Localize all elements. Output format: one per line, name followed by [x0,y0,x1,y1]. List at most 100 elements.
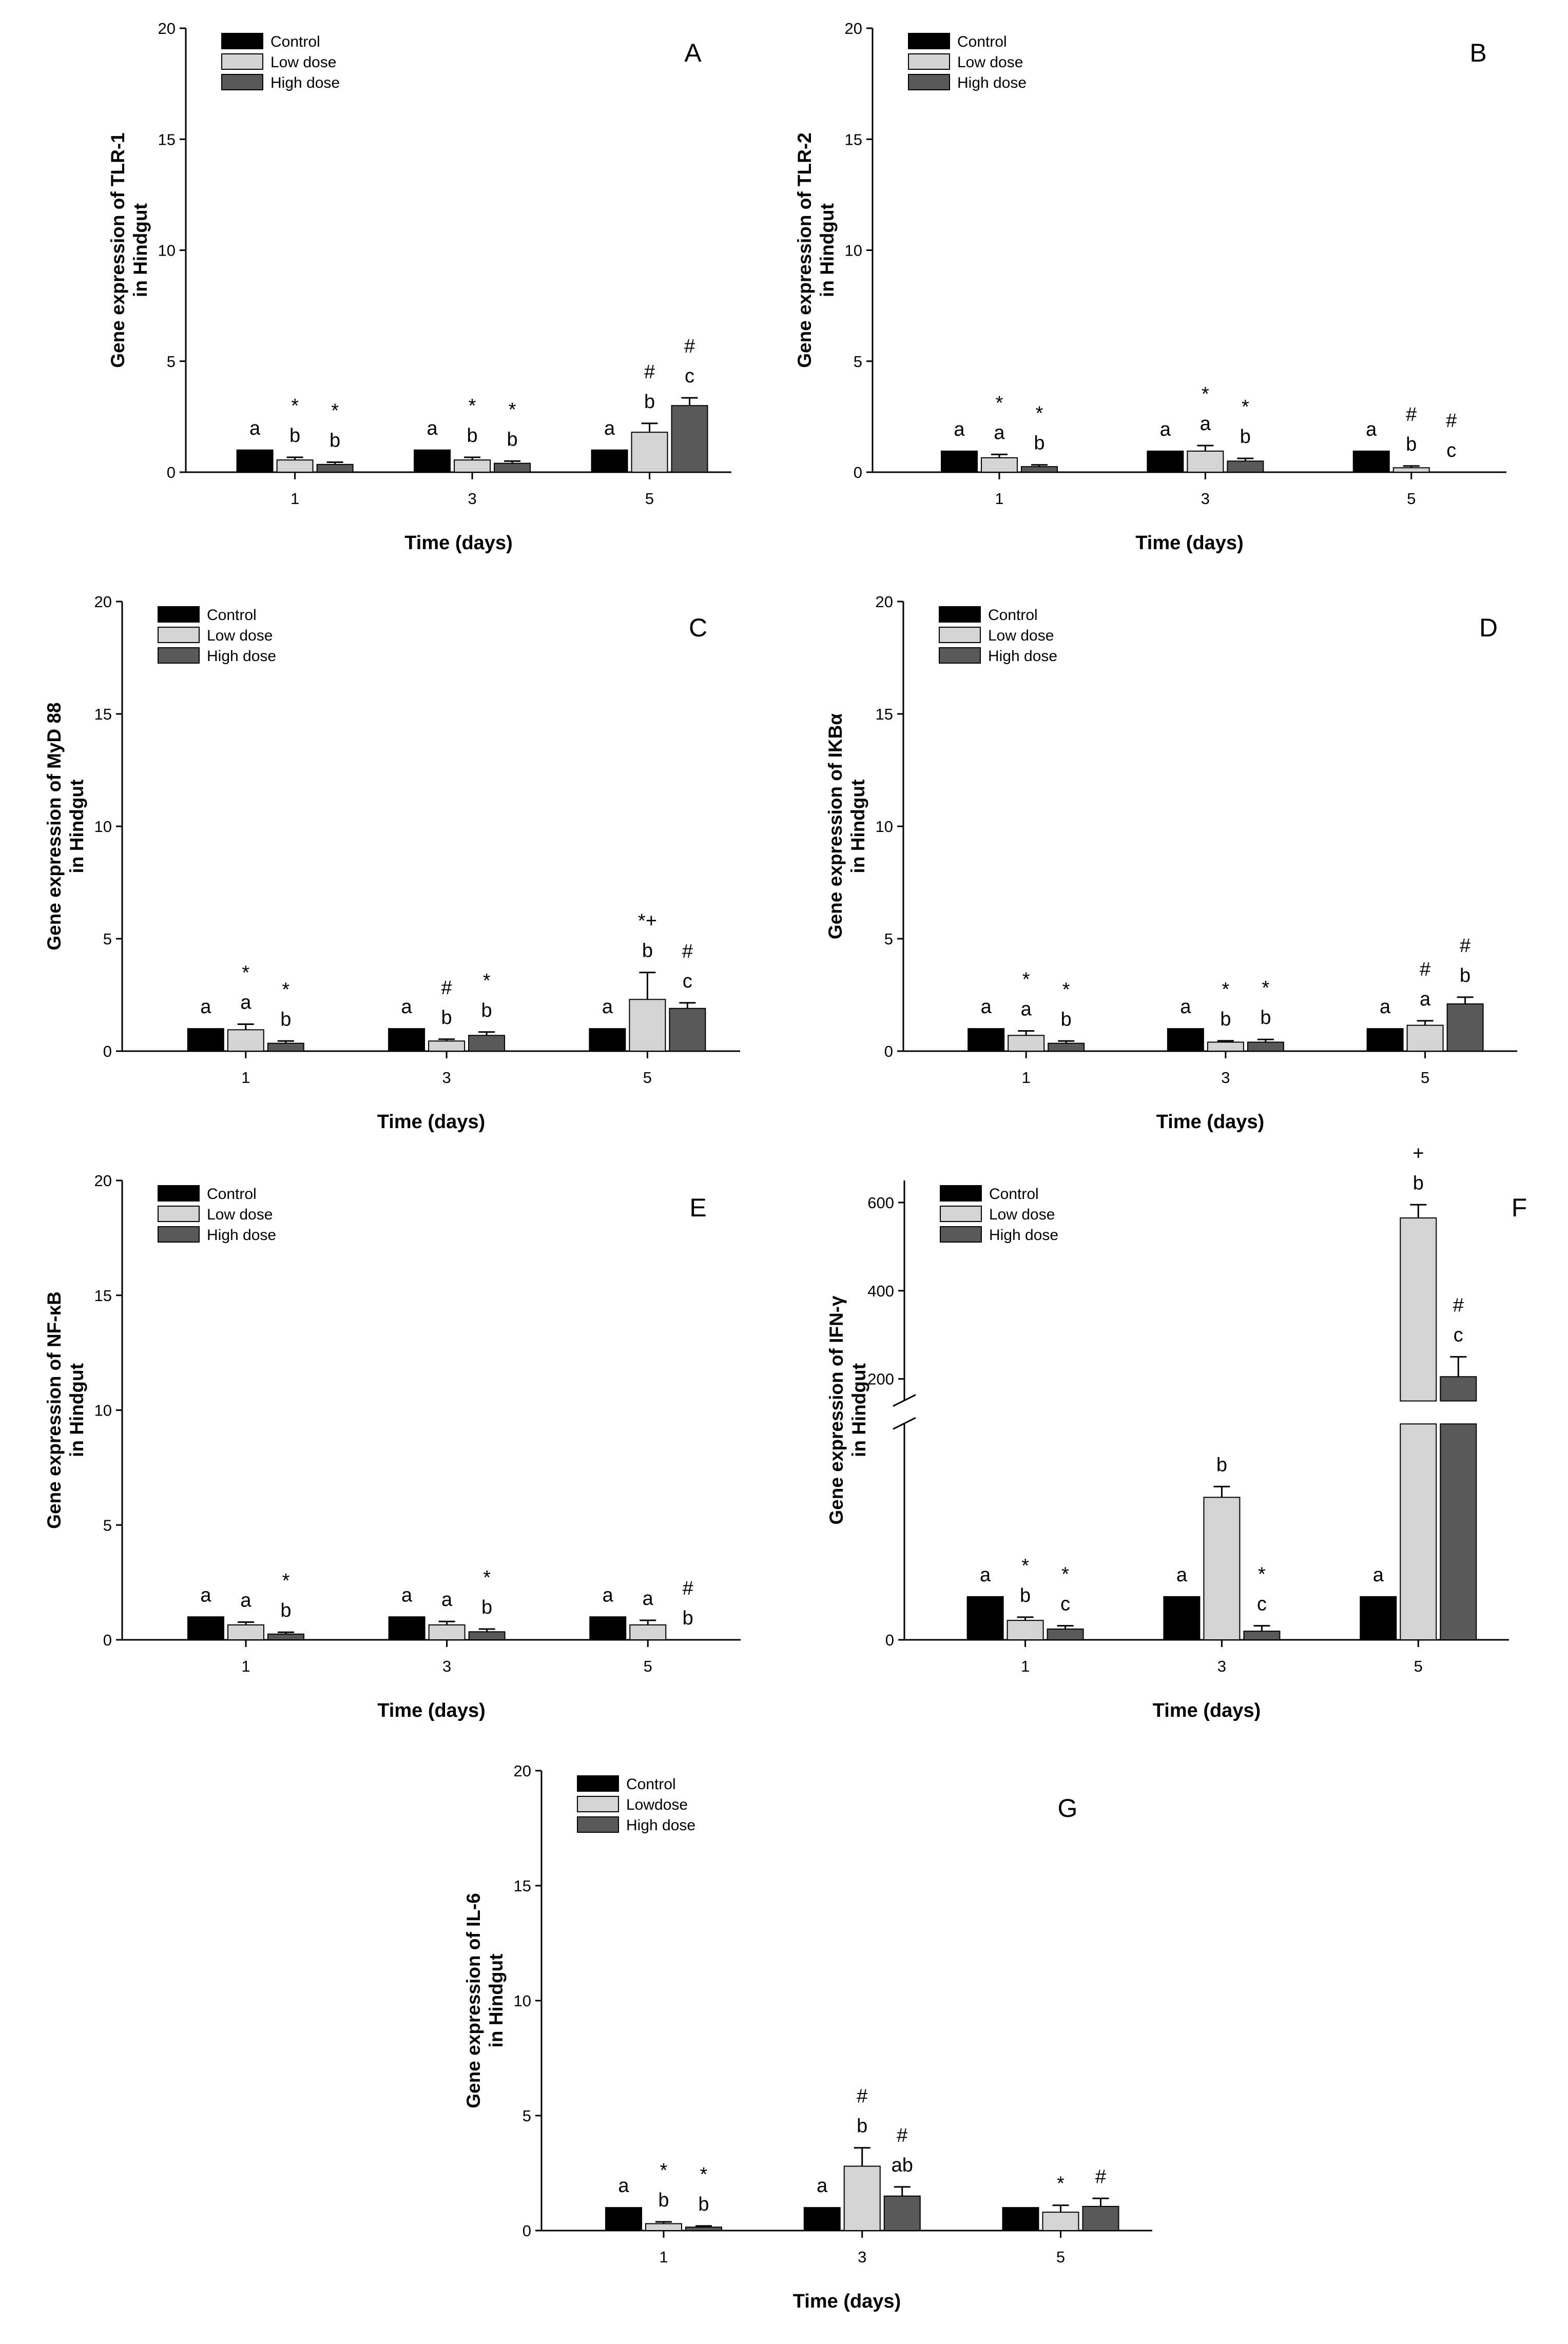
bar [494,462,531,473]
annotation: a [200,1584,211,1606]
legend-swatch [940,1226,982,1243]
x-tick-label: 1 [1022,1069,1031,1087]
y-tick-label: 10 [845,242,862,260]
legend-swatch [577,1816,619,1833]
y-tick-label: 10 [94,818,112,836]
y-tick-label: 600 [867,1194,894,1212]
legend-label: Low dose [270,54,336,71]
annotation: b [1413,1172,1424,1194]
legend-label: High dose [989,1227,1058,1244]
legend-label: Lowdose [626,1796,688,1813]
annotation: a [643,1588,654,1610]
y-tick-label: 15 [845,130,862,148]
bar [227,1624,264,1641]
y-tick-label: 10 [514,1992,531,2010]
annotation: b [1020,1585,1031,1606]
bar [631,432,668,473]
bar [1392,467,1430,473]
legend-swatch [577,1796,619,1812]
legend-swatch [221,53,263,70]
legend-label: Control [989,1186,1039,1203]
annotation: * [483,1567,491,1589]
annotation: b [507,429,518,450]
bar [1352,450,1390,473]
x-tick-label: 3 [1217,1657,1226,1675]
legend-swatch [158,647,200,664]
x-tick-label: 5 [1421,1069,1429,1087]
y-tick-label: 5 [103,1516,112,1534]
y-tick-label: 0 [884,1042,893,1060]
legend-label: High dose [957,74,1027,91]
x-tick-label: 1 [241,1069,250,1087]
y-tick-label: 0 [522,2222,531,2240]
annotation: * [700,2164,708,2185]
annotation: c [1060,1594,1070,1615]
y-tick-label: 5 [167,353,176,371]
bar [1366,1028,1404,1052]
x-axis-label: Time (days) [1153,1700,1261,1721]
annotation: a [1200,413,1211,435]
legend-label: Low dose [207,1206,273,1223]
legend-swatch [158,1206,200,1222]
bar [187,1616,224,1640]
annotation: a [1160,419,1171,440]
y-tick-label: 20 [158,20,176,37]
y-tick-label: 10 [876,818,893,836]
bar [1406,1024,1444,1052]
annotation: # [897,2125,907,2146]
legend-swatch [939,647,981,664]
y-tick-label: 200 [867,1370,894,1388]
x-tick-label: 3 [468,490,476,508]
panel-letter: A [684,38,702,67]
x-axis-label: Time (days) [793,2291,901,2312]
bar [428,1624,466,1641]
x-tick-label: 3 [442,1069,451,1087]
bar [645,2223,682,2232]
x-tick-label: 1 [1021,1657,1030,1675]
annotation: a [604,418,615,439]
annotation: * [509,399,516,420]
y-axis-label: in Hindgut [130,203,151,297]
y-axis-label: Gene expression of TLR-1 [107,132,128,368]
annotation: b [857,2116,867,2137]
annotation: a [200,996,211,1018]
y-axis-label: in Hindgut [847,780,868,874]
bar [1227,460,1264,473]
legend-swatch [158,1185,200,1202]
bar [1440,1423,1477,1641]
annotation: b [1406,434,1417,455]
annotation: b [1460,965,1470,986]
annotation: a [954,419,965,440]
legend-label: Control [626,1776,676,1793]
annotation: c [1446,440,1456,461]
x-tick-label: 1 [291,490,299,508]
annotation: b [280,1600,291,1621]
legend-label: Low dose [207,627,273,644]
legend-label: High dose [626,1817,695,1834]
annotation: a [1176,1564,1188,1586]
annotation: * [242,962,249,983]
bar [227,1029,264,1052]
y-tick-label: 10 [94,1402,112,1420]
y-axis-label: Gene expression of NF-κB [44,1291,65,1529]
x-tick-label: 5 [1056,2248,1065,2266]
bar [388,1616,425,1640]
annotation: a [1180,996,1191,1018]
y-axis-label: in Hindgut [486,1954,507,2048]
bar [967,1028,1005,1052]
y-axis-label: Gene expression of IKBα [825,713,846,939]
y-tick-label: 15 [158,130,176,148]
panel-letter: G [1058,1794,1078,1823]
legend-swatch [940,1206,982,1222]
legend-label: High dose [988,648,1057,665]
bar [276,459,314,473]
legend-label: Control [957,33,1007,50]
bar [414,449,451,473]
bar [1243,1631,1281,1641]
annotation: # [1460,935,1470,957]
bar [1042,2212,1079,2232]
annotation: a [817,2175,828,2197]
y-tick-label: 20 [876,593,893,611]
legend-label: Low dose [957,54,1023,71]
